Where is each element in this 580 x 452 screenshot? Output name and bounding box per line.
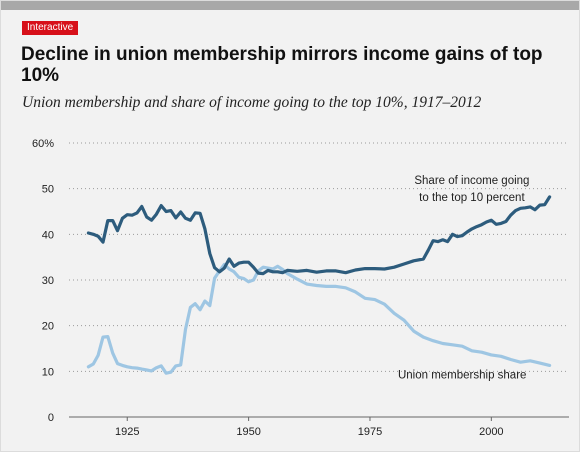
- y-tick-label: 0: [48, 412, 54, 424]
- y-tick-label: 40: [42, 229, 54, 241]
- chart-subtitle: Union membership and share of income goi…: [22, 94, 482, 111]
- x-tick-label: 1925: [115, 426, 139, 438]
- y-tick-label: 60%: [32, 138, 54, 150]
- x-tick-label: 2000: [479, 426, 503, 438]
- top-bar: [1, 1, 579, 10]
- y-tick-label: 10: [42, 366, 54, 378]
- top10-income-share-line: [86, 195, 552, 276]
- x-tick-label: 1975: [358, 426, 382, 438]
- top10-series-label: to the top 10 percent: [419, 192, 525, 204]
- top10-series-label: Share of income going: [414, 175, 529, 187]
- y-tick-label: 30: [42, 275, 54, 287]
- interactive-badge[interactable]: Interactive: [22, 21, 79, 35]
- union-series-label: Union membership share: [398, 370, 526, 382]
- x-tick-label: 1950: [236, 426, 260, 438]
- chart-title: Decline in union membership mirrors inco…: [21, 44, 543, 86]
- y-tick-label: 50: [42, 184, 54, 196]
- y-tick-label: 20: [42, 321, 54, 333]
- union-membership-line: [86, 262, 552, 375]
